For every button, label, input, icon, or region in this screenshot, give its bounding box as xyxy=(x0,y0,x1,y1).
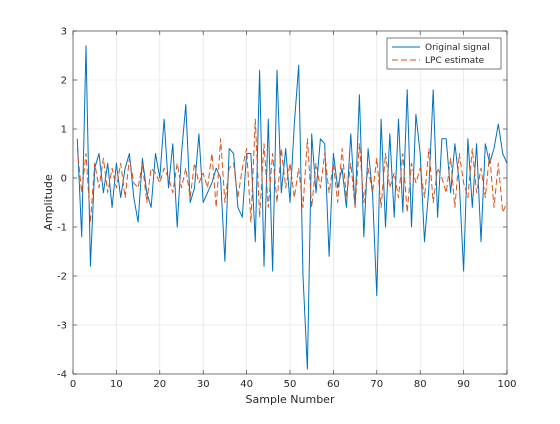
y-tick-label: 0 xyxy=(61,174,67,185)
legend-label-original-signal: Original signal xyxy=(425,43,490,53)
legend-label-lpc-estimate: LPC estimate xyxy=(425,56,485,66)
x-tick-label: 30 xyxy=(197,379,210,390)
y-axis-label: Amplitude xyxy=(42,174,55,231)
series-original-signal xyxy=(76,45,508,370)
x-tick-label: 10 xyxy=(110,379,123,390)
ticks: 0 10 20 30 40 50 60 70 80 90 100 -4 -3 -2 -1 0 1 2 3 xyxy=(57,27,517,391)
y-tick-label: -1 xyxy=(57,223,67,234)
y-tick-label: 2 xyxy=(61,76,67,87)
y-tick-label: -3 xyxy=(57,321,67,332)
y-tick-label: 1 xyxy=(61,125,67,136)
x-tick-label: 80 xyxy=(414,379,427,390)
x-tick-label: 40 xyxy=(240,379,253,390)
y-tick-label: -2 xyxy=(57,272,67,283)
legend-box xyxy=(386,37,502,70)
y-tick-label: 3 xyxy=(61,27,67,38)
y-tick-label: -4 xyxy=(57,370,67,381)
x-tick-label: 90 xyxy=(457,379,470,390)
x-tick-label: 100 xyxy=(497,379,516,390)
x-axis-label: Sample Number xyxy=(246,393,335,406)
x-tick-label: 60 xyxy=(327,379,340,390)
legend[interactable]: Original signal LPC estimate xyxy=(386,37,502,70)
series-group xyxy=(76,45,508,370)
x-tick-label: 20 xyxy=(153,379,166,390)
x-tick-label: 0 xyxy=(70,379,76,390)
x-tick-label: 50 xyxy=(284,379,297,390)
x-tick-label: 70 xyxy=(370,379,383,390)
